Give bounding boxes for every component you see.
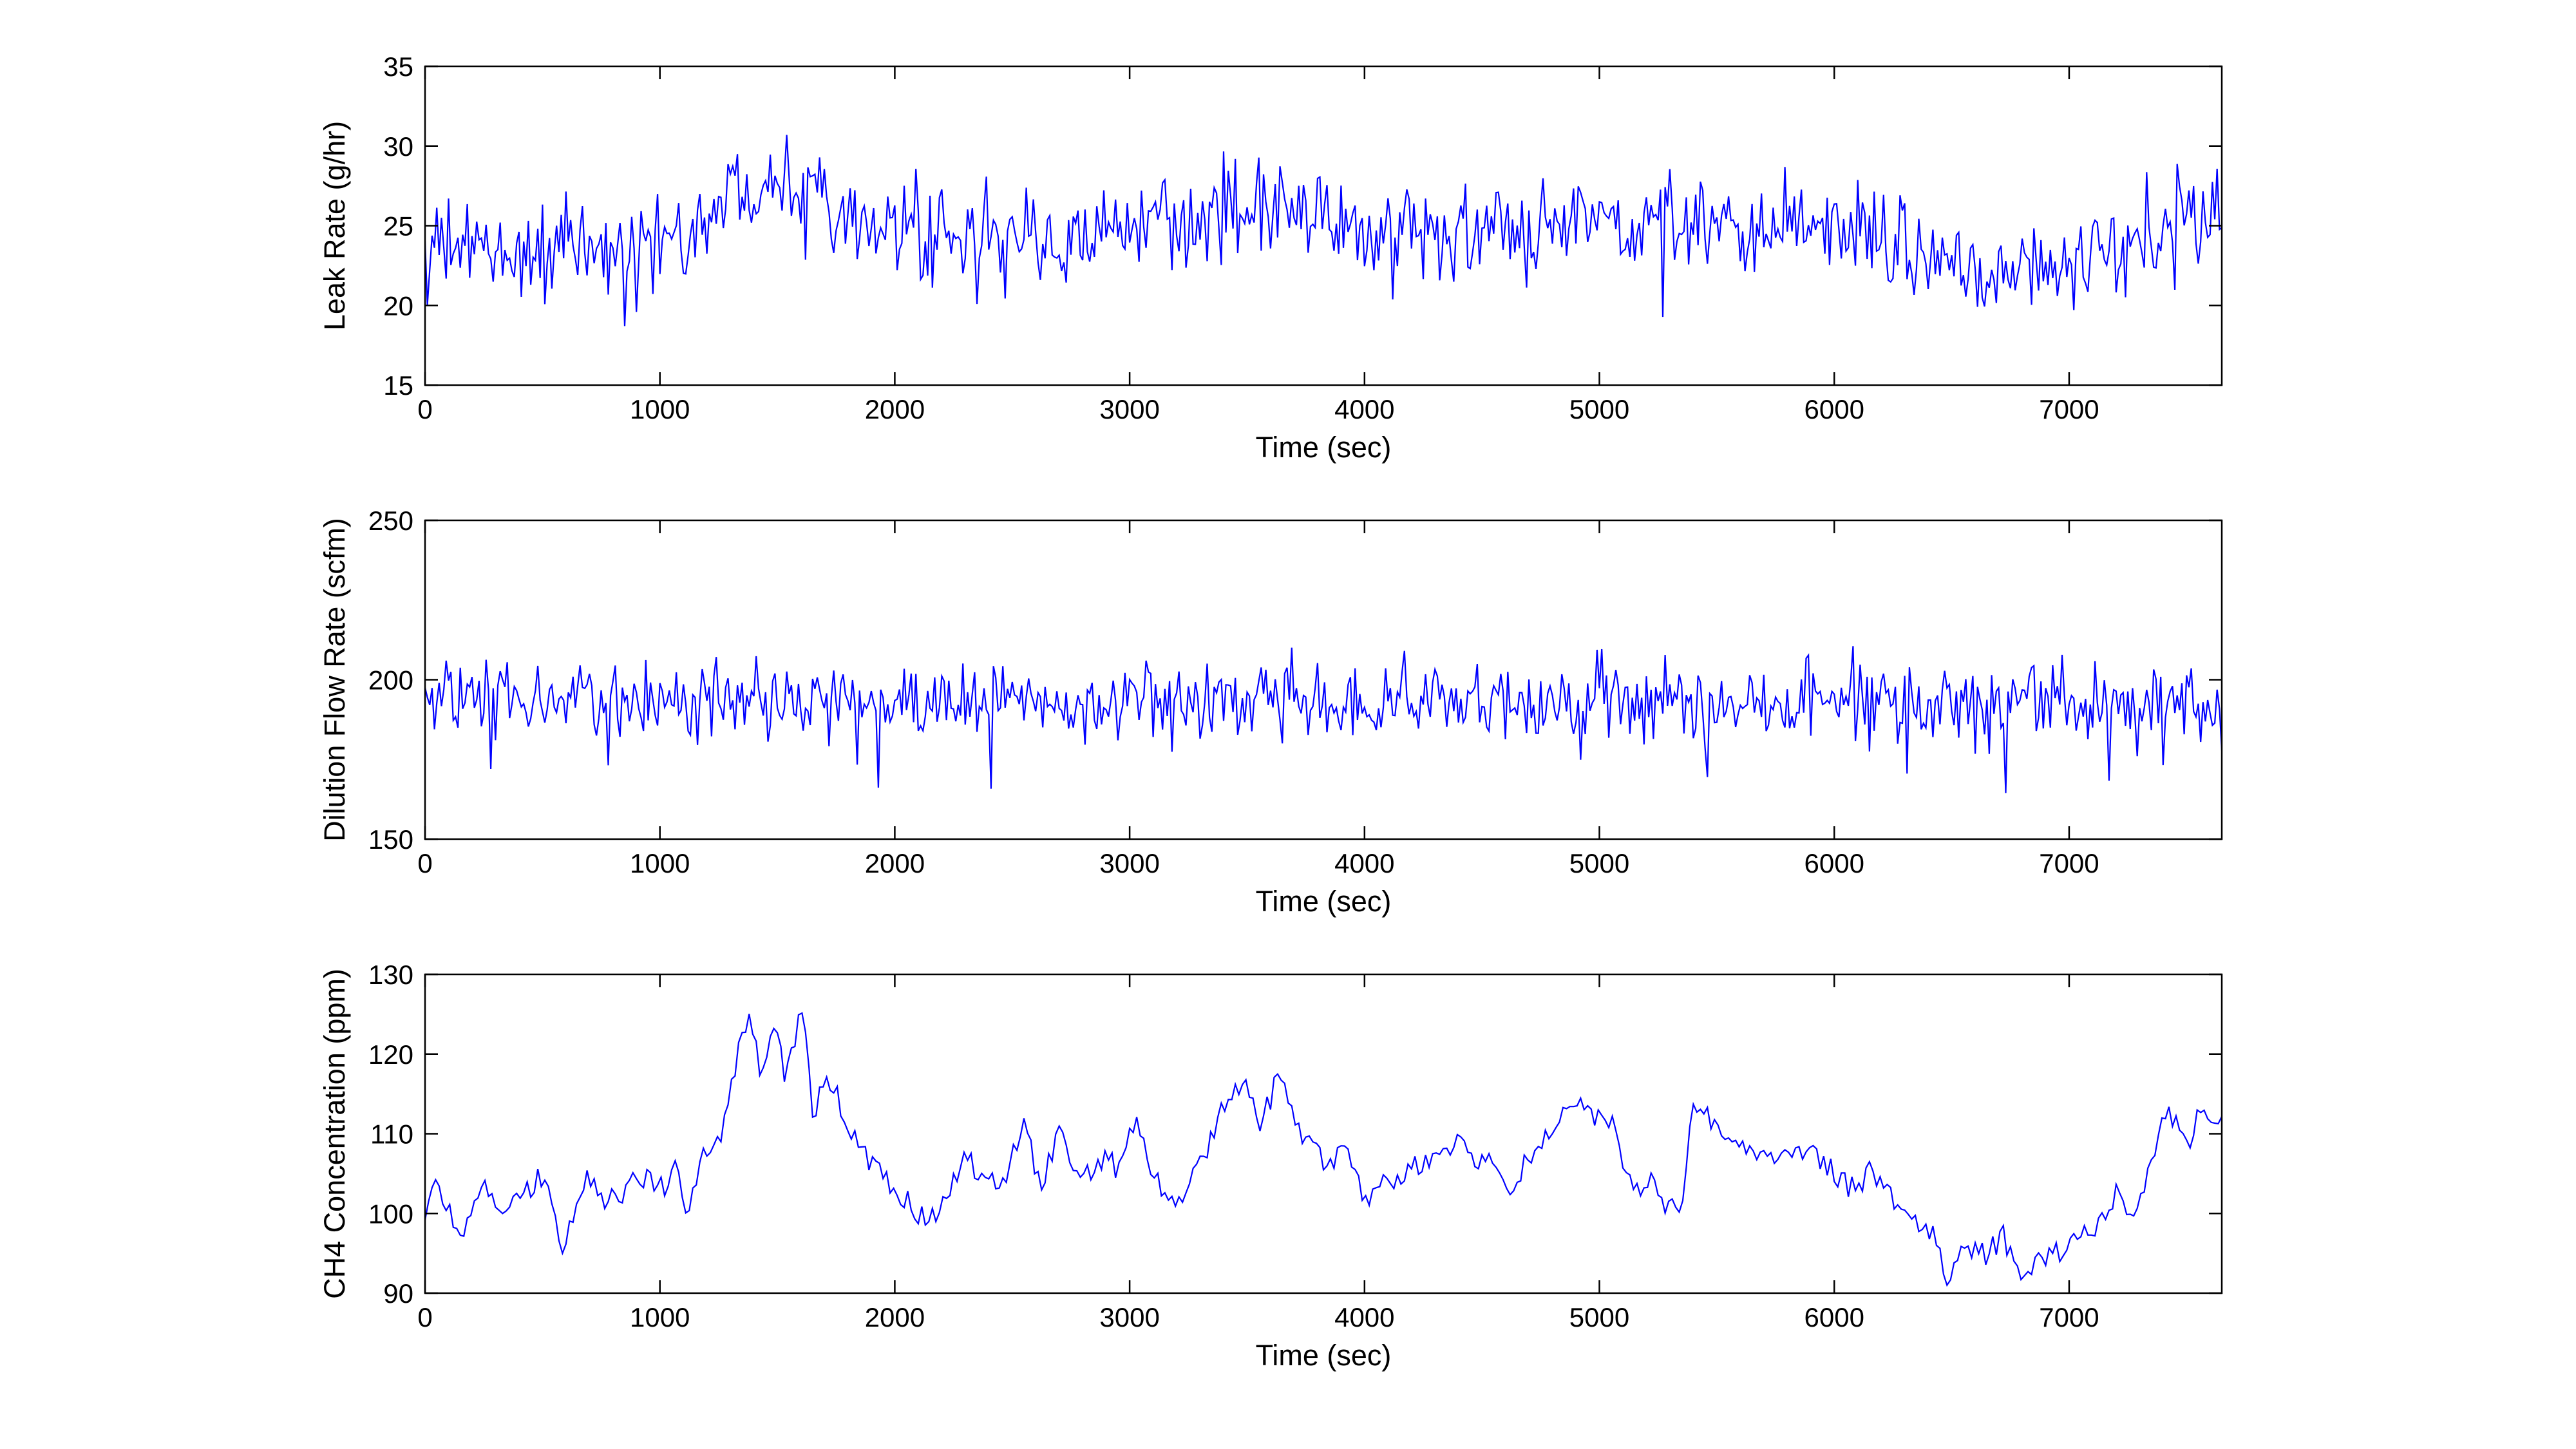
data-line-subplot-3	[425, 1012, 2222, 1287]
x-tick-label: 5000	[1569, 848, 1629, 878]
subplot-panels: 0 1000 2000 3000 4000 5000 6000 70001520253035T…	[318, 52, 2223, 1372]
x-tick-label: 1000	[630, 1302, 690, 1332]
x-tick-label: 5000	[1569, 394, 1629, 424]
y-tick-label: 150	[368, 824, 413, 855]
y-tick-label: 25	[383, 211, 413, 242]
x-tick-label: 0	[417, 394, 432, 424]
x-axis-label: Time (sec)	[1256, 431, 1392, 464]
x-tick-label: 1000	[630, 848, 690, 878]
y-tick-label: 15	[383, 370, 413, 401]
x-tick-label: 0	[417, 848, 432, 878]
y-tick-label: 130	[368, 960, 413, 990]
y-tick-label: 20	[383, 290, 413, 321]
x-tick-label: 3000	[1099, 394, 1159, 424]
y-tick-label: 200	[368, 665, 413, 696]
x-tick-label: 4000	[1334, 848, 1394, 878]
y-tick-label: 100	[368, 1198, 413, 1229]
subplot-1: 0 1000 2000 3000 4000 5000 6000 7000 15 20 25 30 35 T…	[318, 52, 2223, 464]
y-axis-label: Leak Rate (g/hr)	[318, 121, 351, 330]
x-tick-label: 3000	[1099, 848, 1159, 878]
y-tick-label: 110	[370, 1119, 413, 1150]
y-tick-label: 30	[383, 131, 413, 162]
x-tick-label: 2000	[865, 848, 925, 878]
y-tick-label: 120	[368, 1039, 413, 1070]
y-axis-label: Dilution Flow Rate (scfm)	[318, 518, 351, 842]
y-tick-label: 90	[383, 1278, 413, 1309]
y-tick-label: 250	[368, 506, 413, 536]
x-tick-label: 6000	[1804, 394, 1864, 424]
data-line-subplot-2	[425, 646, 2222, 793]
x-tick-label: 7000	[2039, 848, 2099, 878]
x-tick-label: 1000	[630, 394, 690, 424]
y-axis-label: CH4 Concentration (ppm)	[318, 969, 351, 1299]
x-tick-label: 0	[417, 1302, 432, 1332]
x-tick-label: 3000	[1099, 1302, 1159, 1332]
data-line-subplot-1	[425, 135, 2222, 327]
x-tick-label: 6000	[1804, 848, 1864, 878]
x-tick-label: 2000	[865, 1302, 925, 1332]
x-tick-label: 7000	[2039, 394, 2099, 424]
x-tick-label: 6000	[1804, 1302, 1864, 1332]
subplot-2: 0 1000 2000 3000 4000 5000 6000 7000 150 200 250 Ti…	[318, 506, 2223, 918]
x-tick-label: 2000	[865, 394, 925, 424]
x-axis-label: Time (sec)	[1256, 885, 1392, 918]
subplot-3: 0 1000 2000 3000 4000 5000 6000 7000 90 100 110 120…	[318, 960, 2223, 1372]
y-tick-label: 35	[383, 52, 413, 82]
x-tick-label: 5000	[1569, 1302, 1629, 1332]
x-tick-label: 4000	[1334, 1302, 1394, 1332]
x-axis-label: Time (sec)	[1256, 1339, 1392, 1372]
x-tick-label: 7000	[2039, 1302, 2099, 1332]
x-tick-label: 4000	[1334, 394, 1394, 424]
